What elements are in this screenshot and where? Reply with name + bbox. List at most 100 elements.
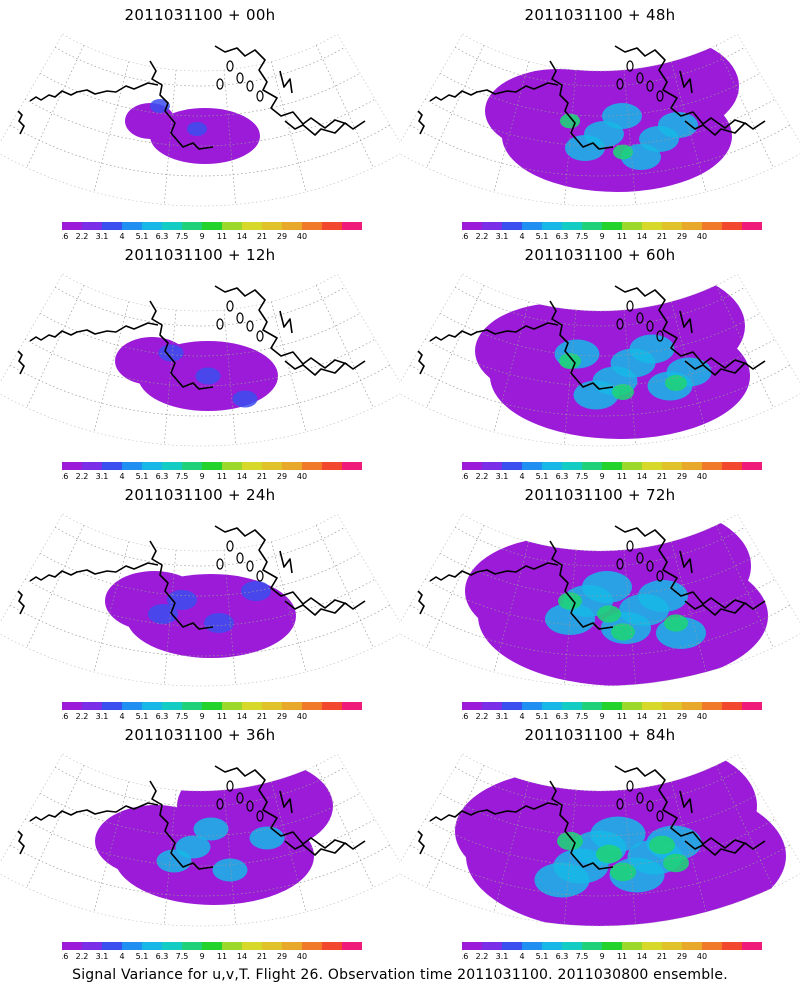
island [236,792,244,804]
graticule [9,525,391,685]
colorbar-label: 40 [697,712,707,720]
colorbar-swatch [502,702,523,710]
island [636,312,644,324]
variance-maximum [565,135,605,161]
colorbar-swatch [662,462,683,470]
polar-map [400,33,800,207]
colorbar-label: 3.1 [496,232,509,240]
coastline [29,765,366,870]
colorbar-swatch [102,462,123,470]
island [236,552,244,564]
colorbar-label: 6.3 [156,472,169,480]
polar-map [0,513,400,687]
colorbar-label: 9 [599,712,604,720]
colorbar-swatch [702,942,723,950]
colorbar-label: 9 [599,472,604,480]
colorbar-label: 4 [119,952,124,960]
colorbar-swatch [542,942,563,950]
colorbar-swatch [502,462,523,470]
colorbar-swatch [342,942,362,950]
colorbar-swatch [602,702,623,710]
polar-map [400,513,800,687]
colorbar-swatch [282,942,303,950]
island [616,798,624,810]
colorbar-swatch [522,222,543,230]
colorbar-label: 21 [257,232,267,240]
variance-maximum [156,849,192,873]
polar-map [0,753,400,927]
colorbar-swatch [102,702,123,710]
colorbar-label: 7.5 [576,232,589,240]
colorbar-label: 5.1 [136,712,149,720]
colorbar-label: 40 [297,232,307,240]
colorbar-swatch [542,222,563,230]
variance-maximum [559,353,581,369]
colorbar-swatch [322,462,343,470]
colorbar-swatch [582,702,603,710]
colorbar: 1.6 2.2 3.1 4 5.1 6.3 7.5 9 11 14 21 29 40 [462,702,762,720]
colorbar-label: 21 [257,472,267,480]
island [226,780,234,792]
colorbar-label: 5.1 [536,232,549,240]
colorbar-label: 40 [297,712,307,720]
colorbar-swatch [142,942,163,950]
colorbar-label: 11 [217,472,227,480]
forecast-panel: 2011031100 + 72h 1.6 2.2 3.1 4 5.1 6.3 7.5 9 11 14… [400,480,800,720]
colorbar-swatch [742,942,762,950]
variance-maximum [557,831,583,851]
colorbar-swatch [722,942,743,950]
island [256,570,264,582]
colorbar-label: 14 [637,232,647,240]
colorbar-swatch [82,462,103,470]
variance-maximum [610,862,636,882]
variance-maximum [664,614,688,632]
graticule [409,525,791,685]
coastline [429,285,766,390]
colorbar: 1.6 2.2 3.1 4 5.1 6.3 7.5 9 11 14 21 29 40 [62,462,362,480]
colorbar-swatch [182,702,203,710]
panel-title: 2011031100 + 60h [524,246,676,264]
colorbar-label: 4 [519,232,524,240]
island [226,300,234,312]
colorbar-label: 3.1 [96,232,109,240]
colorbar-swatch [122,222,143,230]
colorbar-swatch [182,222,203,230]
colorbar-swatch [62,462,83,470]
island [626,780,634,792]
colorbar-swatch [222,462,243,470]
colorbar-label: 9 [199,952,204,960]
colorbar-label: 4 [519,952,524,960]
colorbar: 1.6 2.2 3.1 4 5.1 6.3 7.5 9 11 14 21 29 40 [62,942,362,960]
colorbar-label: 2.2 [476,472,489,480]
colorbar-label: 6.3 [556,232,569,240]
colorbar-label: 3.1 [96,472,109,480]
colorbar-label: 21 [257,952,267,960]
colorbar-label: 7.5 [176,232,189,240]
island [646,800,654,812]
colorbar-label: 11 [217,712,227,720]
colorbar-label: 5.1 [136,952,149,960]
colorbar-swatch [82,222,103,230]
island [226,60,234,72]
colorbar-label: 7.5 [176,952,189,960]
colorbar: 1.6 2.2 3.1 4 5.1 6.3 7.5 9 11 14 21 29 40 [62,702,362,720]
colorbar-swatch [222,222,243,230]
colorbar-label: 40 [697,952,707,960]
island [626,60,634,72]
colorbar-label: 2.2 [476,712,489,720]
colorbar-label: 14 [237,952,247,960]
colorbar-label: 11 [217,232,227,240]
variance-maximum [558,592,582,610]
colorbar-label: 14 [637,472,647,480]
colorbar-label: 3.1 [496,952,509,960]
colorbar-swatch [702,462,723,470]
colorbar-label: 7.5 [576,472,589,480]
island [216,798,224,810]
colorbar-swatch [222,942,243,950]
colorbar-label: 2.2 [76,712,89,720]
variance-maximum [597,605,621,623]
colorbar-label: 29 [677,712,687,720]
colorbar-swatch [682,942,703,950]
colorbar-swatch [542,462,563,470]
variance-maximum [612,384,634,400]
